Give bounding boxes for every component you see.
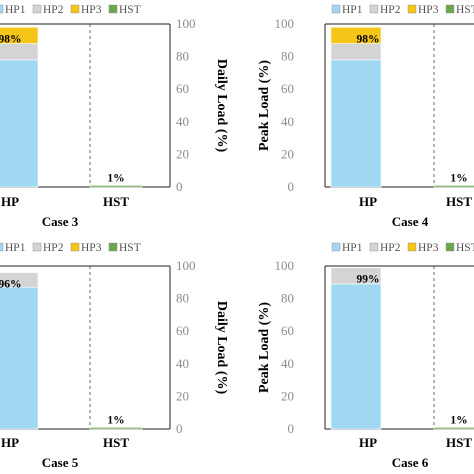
legend-swatch [0,242,4,252]
y-tick-label: 80 [281,291,294,306]
legend-entry: HP3 [81,242,102,254]
y-axis-label: Daily Load (%) [214,59,229,153]
legend-swatch [0,4,4,14]
legend-entry: HP1 [342,4,363,16]
y-axis-label: Daily Load (%) [214,301,229,395]
bar-segment-hp2 [0,272,39,288]
y-tick-label: 0 [288,179,295,194]
y-tick-label: 100 [176,258,196,273]
bar-segment-hp3 [0,26,39,44]
bar-segment-hp1 [0,286,39,430]
legend-swatch [32,4,42,14]
x-tick-label: HP [1,435,19,450]
bar-segment-hp2 [330,43,382,61]
y-tick-label: 60 [176,81,189,96]
bar-segment-hp1 [0,59,39,188]
legend-swatch [331,242,341,252]
bar-segment-hp2 [0,43,39,61]
y-tick-label: 100 [176,16,196,31]
y-tick-label: 0 [176,179,183,194]
bar-data-label: 1% [450,172,467,184]
y-tick-label: 40 [176,356,189,371]
bar-segment-hp1 [330,59,382,188]
legend-swatch [407,4,417,14]
y-tick-label: 40 [281,114,294,129]
legend-entry: HST [119,4,141,16]
legend-entry: HP2 [43,242,64,254]
y-tick-label: 60 [281,323,294,338]
legend-swatch [70,242,80,252]
case-label: Case 5 [42,455,79,470]
x-tick-label: HP [359,435,377,450]
legend-swatch [407,242,417,252]
bar-segment-hst [433,185,474,188]
y-axis-label: Peak Load (%) [257,302,272,393]
bar-data-label: 1% [107,172,124,184]
bar-data-label: 1% [107,414,124,426]
bar-segment-hst [89,427,143,430]
bar-data-label: 1% [450,414,467,426]
legend-swatch [108,242,118,252]
y-tick-label: 20 [176,146,189,161]
y-axis-label: Peak Load (%) [257,60,272,151]
x-tick-label: HST [446,435,472,450]
legend-entry: HP2 [43,4,64,16]
legend-entry: HST [456,4,474,16]
bar-data-label: 99% [357,274,380,286]
y-tick-label: 40 [281,356,294,371]
bar-segment-hp2 [330,267,382,285]
legend-entry: HST [119,242,141,254]
y-tick-label: 60 [281,81,294,96]
y-tick-label: 20 [281,146,294,161]
bar-segment-hp3 [330,26,382,44]
bar-segment-hst [433,427,474,430]
legend-swatch [32,242,42,252]
x-tick-label: HST [446,194,472,209]
x-tick-label: HST [103,435,129,450]
bar-data-label: 98% [0,33,22,45]
legend-entry: HP2 [380,4,401,16]
legend-swatch [445,4,455,14]
y-tick-label: 20 [176,388,189,403]
y-tick-label: 40 [176,114,189,129]
y-tick-label: 80 [176,291,189,306]
legend-entry: HST [456,242,474,254]
y-tick-label: 80 [281,49,294,64]
x-tick-label: HP [359,194,377,209]
legend-swatch [369,4,379,14]
y-tick-label: 20 [281,388,294,403]
bar-segment-hp1 [330,283,382,430]
case-label: Case 4 [392,214,429,229]
case-label: Case 3 [42,214,79,229]
y-tick-label: 60 [176,323,189,338]
legend-swatch [108,4,118,14]
legend-swatch [70,4,80,14]
y-tick-label: 0 [176,421,183,436]
y-tick-label: 0 [288,421,295,436]
legend-entry: HP1 [5,4,26,16]
legend-swatch [445,242,455,252]
x-tick-label: HP [1,194,19,209]
legend-entry: HP3 [418,4,439,16]
legend-entry: HP3 [418,242,439,254]
legend-entry: HP1 [342,242,363,254]
legend-entry: HP1 [5,242,26,254]
bar-data-label: 96% [0,279,22,291]
legend-swatch [369,242,379,252]
y-tick-label: 100 [275,16,295,31]
legend-entry: HP3 [81,4,102,16]
y-tick-label: 100 [275,258,295,273]
case-label: Case 6 [392,455,429,470]
x-tick-label: HST [103,194,129,209]
legend-swatch [331,4,341,14]
y-tick-label: 80 [176,49,189,64]
bar-segment-hst [89,185,143,188]
bar-data-label: 98% [357,33,380,45]
legend-entry: HP2 [380,242,401,254]
